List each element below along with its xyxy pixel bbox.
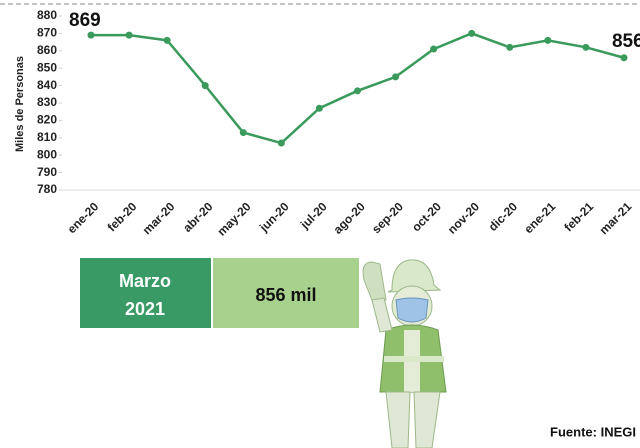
point bbox=[163, 36, 171, 44]
y-tick-label: 860 bbox=[37, 43, 57, 57]
y-tick-label: 790 bbox=[37, 165, 57, 179]
y-axis-label: Miles de Personas bbox=[14, 56, 26, 152]
point bbox=[239, 129, 247, 137]
value-text: 856 mil bbox=[255, 285, 316, 305]
x-tick-label: ene-20 bbox=[65, 199, 102, 236]
y-tick-label: 800 bbox=[37, 147, 57, 161]
period-year: 2021 bbox=[125, 299, 165, 319]
x-tick-label: feb-20 bbox=[105, 199, 140, 234]
point bbox=[315, 104, 323, 112]
y-tick-label: 870 bbox=[37, 26, 57, 40]
x-tick-label: abr-20 bbox=[180, 199, 216, 235]
y-tick-label: 880 bbox=[37, 8, 57, 22]
data-label: 869 bbox=[69, 10, 101, 31]
x-tick-label: oct-20 bbox=[409, 199, 444, 234]
point bbox=[582, 43, 590, 51]
point bbox=[430, 45, 438, 53]
point bbox=[620, 54, 628, 62]
data-label: 856 bbox=[612, 31, 640, 52]
x-tick-label: jun-20 bbox=[256, 199, 292, 235]
point bbox=[392, 73, 400, 81]
period-box bbox=[80, 258, 211, 328]
y-tick-label: 780 bbox=[37, 182, 57, 196]
x-tick-label: feb-21 bbox=[561, 199, 596, 234]
x-tick-label: mar-21 bbox=[597, 199, 635, 237]
y-tick-label: 820 bbox=[37, 113, 57, 127]
y-tick-label: 850 bbox=[37, 60, 57, 74]
y-tick-label: 810 bbox=[37, 130, 57, 144]
x-tick-label: ene-21 bbox=[521, 199, 558, 236]
point bbox=[468, 29, 476, 37]
source: Fuente: INEGI bbox=[550, 424, 636, 439]
point bbox=[125, 31, 133, 39]
point bbox=[544, 36, 552, 44]
y-tick-label: 840 bbox=[37, 78, 57, 92]
x-tick-label: ago-20 bbox=[331, 199, 368, 236]
value-box bbox=[213, 258, 359, 328]
point bbox=[506, 43, 514, 51]
x-tick-label: mar-20 bbox=[140, 199, 178, 237]
worker-illustration bbox=[362, 259, 447, 448]
x-tick-label: nov-20 bbox=[445, 199, 482, 236]
x-tick-label: dic-20 bbox=[486, 199, 521, 234]
point bbox=[277, 139, 285, 147]
y-tick-label: 830 bbox=[37, 95, 57, 109]
x-tick-label: jul-20 bbox=[297, 199, 330, 232]
x-tick-label: may-20 bbox=[214, 199, 253, 238]
point bbox=[87, 31, 95, 39]
x-tick-label: sep-20 bbox=[369, 199, 406, 236]
point bbox=[201, 82, 209, 90]
point bbox=[353, 87, 361, 95]
period-month: Marzo bbox=[119, 271, 171, 291]
